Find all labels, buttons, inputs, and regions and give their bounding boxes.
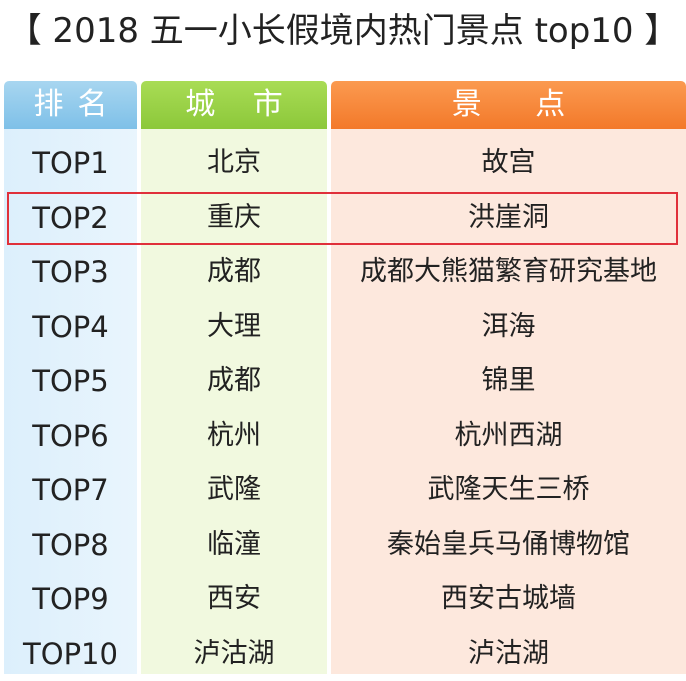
rank-column-header: 排名 [4,81,137,129]
spot-column: 景 点 [331,81,686,674]
rank-cell: TOP6 [32,418,109,453]
city-column-header: 城 市 [141,81,327,129]
rank-cell: TOP3 [32,255,109,289]
rank-cell: TOP9 [32,582,109,616]
spot-cell: 故宫 [481,147,536,178]
rank-cell: TOP7 [32,473,109,507]
table-row: TOP2 重庆 洪崖洞 [0,191,686,245]
rank-cell: TOP8 [32,527,109,562]
ranking-table: 排名 城 市 景 点 TOP1 北京 故宫 TOP2 重庆 洪崖洞 TOP3 成都 成都大熊猫繁… [0,81,686,674]
rank-cell: TOP5 [32,364,109,398]
city-cell: 临潼 [207,528,261,560]
city-cell: 重庆 [207,201,261,233]
spot-cell: 西安古城墙 [441,583,576,614]
city-cell: 成都 [207,365,261,396]
table-row: TOP7 武隆 武隆天生三桥 [0,463,686,517]
table-row: TOP3 成都 成都大熊猫繁育研究基地 [0,245,686,299]
table-row: TOP6 杭州 杭州西湖 [0,409,686,463]
city-cell: 大理 [207,310,261,342]
spot-cell: 杭州西湖 [454,419,563,451]
spot-column-header: 景 点 [331,81,686,129]
city-cell: 泸沽湖 [193,637,275,669]
rank-column: 排名 [4,81,137,674]
rank-cell: TOP2 [32,200,109,235]
table-row: TOP4 大理 洱海 [0,300,686,354]
city-cell: 杭州 [207,419,261,451]
city-cell: 北京 [207,147,261,178]
city-cell: 武隆 [207,474,261,505]
table-row: TOP1 北京 故宫 [0,136,686,190]
table-row: TOP10 泸沽湖 泸沽湖 [0,627,686,681]
city-cell: 成都 [207,256,261,287]
table-row: TOP9 西安 西安古城墙 [0,572,686,626]
rank-cell: TOP4 [32,309,109,344]
spot-cell: 洱海 [481,310,536,342]
rank-cell: TOP1 [32,146,109,180]
spot-cell: 洪崖洞 [468,201,549,233]
spot-cell: 秦始皇兵马俑博物馆 [387,528,630,560]
spot-cell: 锦里 [481,365,536,396]
city-column: 城 市 [141,81,327,674]
spot-cell: 武隆天生三桥 [427,474,590,505]
spot-cell: 泸沽湖 [468,637,549,669]
spot-cell: 成都大熊猫繁育研究基地 [360,256,657,287]
page-title: 【 2018 五一小长假境内热门景点 top10 】 [7,11,679,51]
table-row: TOP5 成都 锦里 [0,354,686,408]
table-row: TOP8 临潼 秦始皇兵马俑博物馆 [0,518,686,572]
city-cell: 西安 [207,583,261,614]
rank-cell: TOP10 [23,636,118,671]
